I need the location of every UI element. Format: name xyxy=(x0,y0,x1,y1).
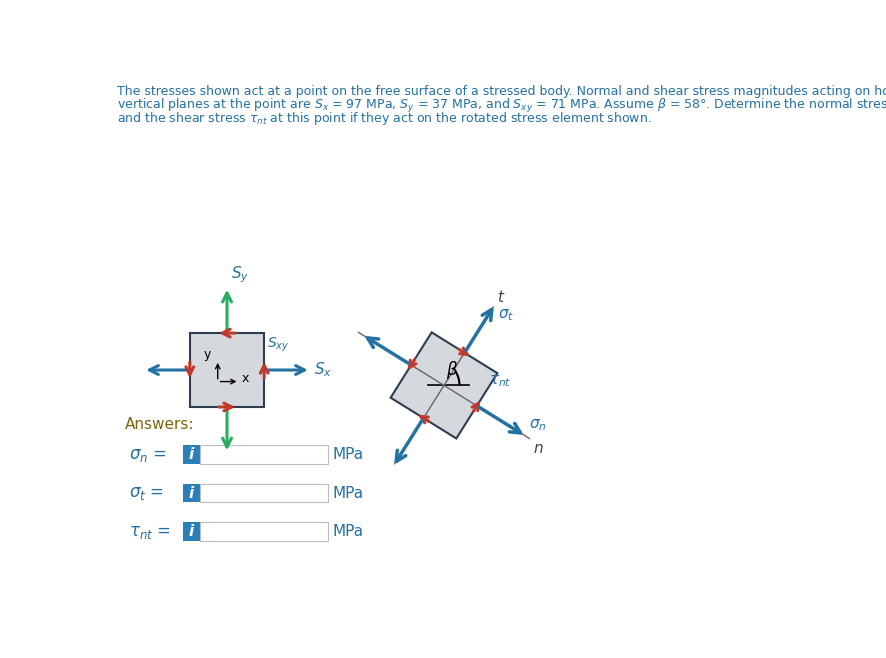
Text: $\tau_{nt}$: $\tau_{nt}$ xyxy=(489,374,511,390)
Text: The stresses shown act at a point on the free surface of a stressed body. Normal: The stresses shown act at a point on the… xyxy=(117,85,886,98)
Text: $S_y$: $S_y$ xyxy=(231,264,249,284)
Text: $S_x$: $S_x$ xyxy=(314,361,332,380)
Text: i: i xyxy=(189,447,194,462)
Text: $\tau_{nt}$ =: $\tau_{nt}$ = xyxy=(128,522,170,541)
Text: Answers:: Answers: xyxy=(125,417,194,432)
Text: n: n xyxy=(533,441,543,456)
Text: i: i xyxy=(189,486,194,501)
Text: x: x xyxy=(242,372,249,385)
FancyBboxPatch shape xyxy=(183,445,200,464)
Text: $\beta$: $\beta$ xyxy=(447,359,458,381)
FancyBboxPatch shape xyxy=(183,522,200,541)
Text: $\sigma_n$ =: $\sigma_n$ = xyxy=(128,445,167,464)
Text: $\sigma_t$ =: $\sigma_t$ = xyxy=(128,484,164,502)
Bar xyxy=(190,333,264,407)
FancyBboxPatch shape xyxy=(200,445,328,464)
FancyBboxPatch shape xyxy=(183,484,200,503)
Text: t: t xyxy=(497,290,503,305)
Text: $S_{xy}$: $S_{xy}$ xyxy=(268,336,290,355)
Text: MPa: MPa xyxy=(332,524,363,539)
Text: MPa: MPa xyxy=(332,447,363,462)
FancyBboxPatch shape xyxy=(200,484,328,503)
FancyBboxPatch shape xyxy=(200,522,328,541)
Polygon shape xyxy=(391,332,497,438)
Text: MPa: MPa xyxy=(332,486,363,501)
Text: and the shear stress $\tau_{nt}$ at this point if they act on the rotated stress: and the shear stress $\tau_{nt}$ at this… xyxy=(117,110,652,127)
Text: $\sigma_n$: $\sigma_n$ xyxy=(529,418,547,434)
Text: $\sigma_t$: $\sigma_t$ xyxy=(499,307,515,322)
Text: y: y xyxy=(204,349,212,361)
Text: i: i xyxy=(189,524,194,539)
Text: vertical planes at the point are $S_x$ = 97 MPa, $S_y$ = 37 MPa, and $S_{xy}$ = : vertical planes at the point are $S_x$ =… xyxy=(117,97,886,115)
